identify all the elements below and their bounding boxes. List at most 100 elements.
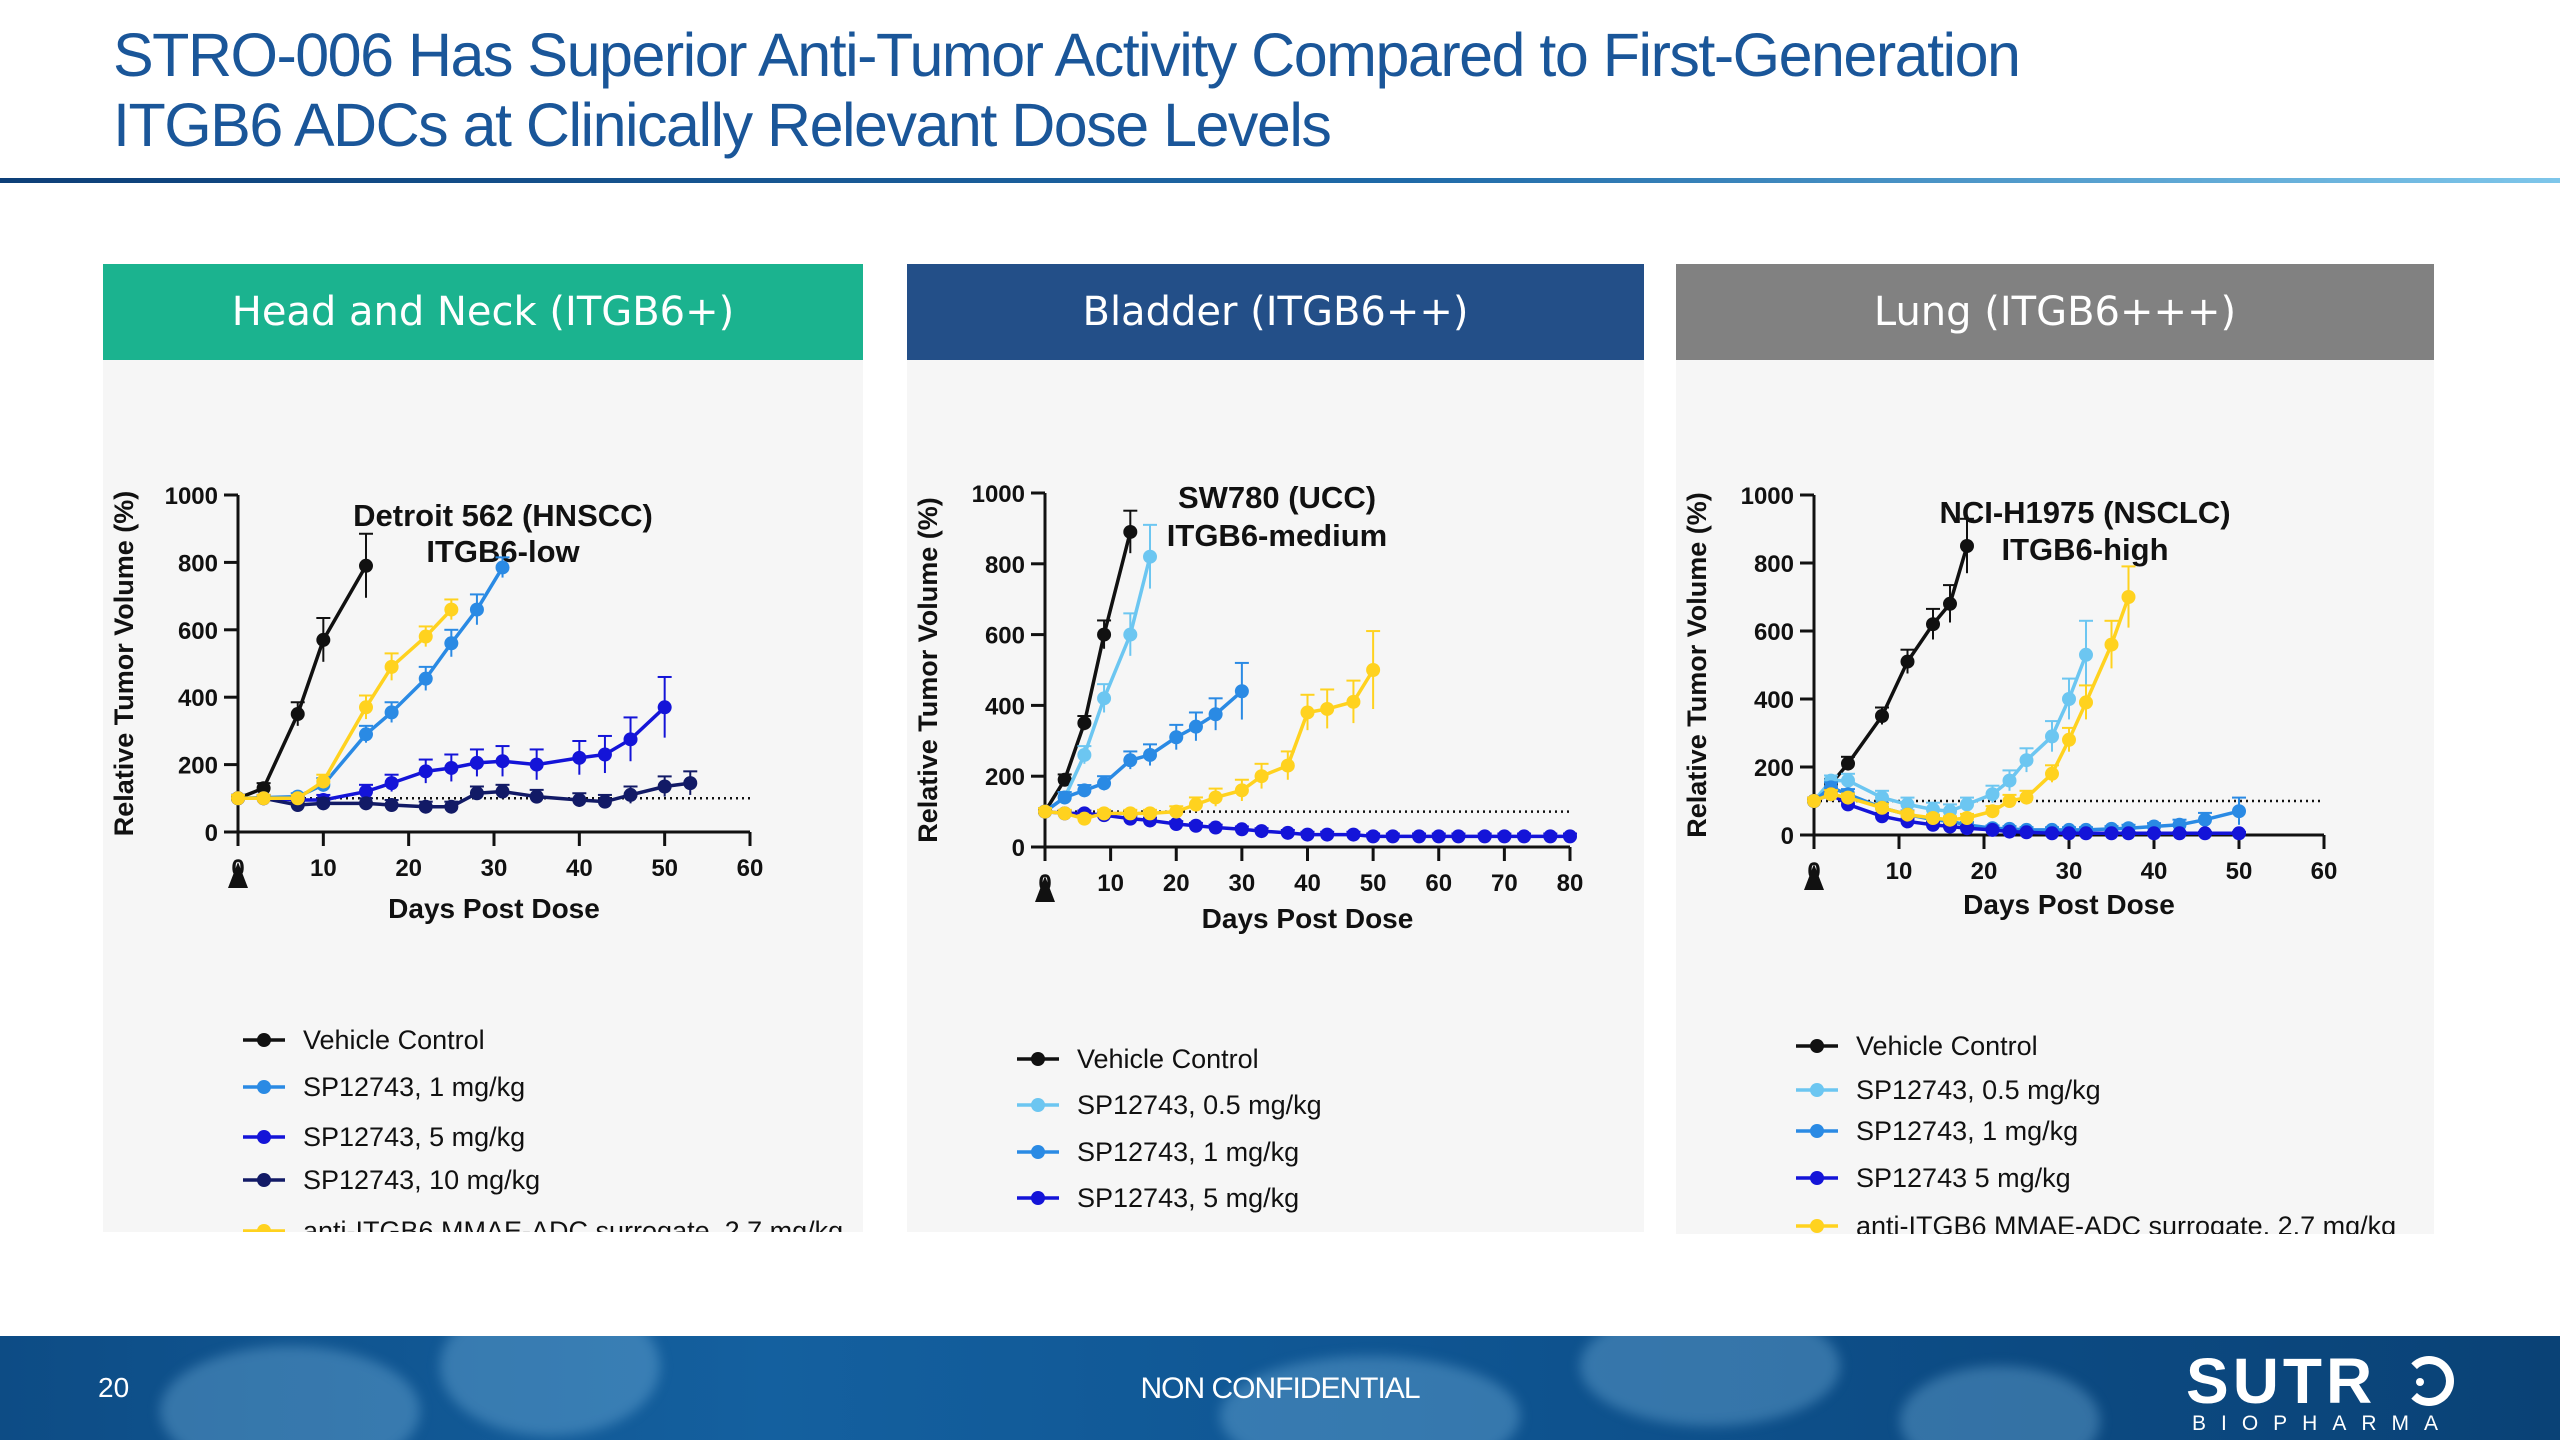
data-point <box>2019 753 2034 768</box>
data-point <box>359 700 373 715</box>
data-point <box>316 774 331 789</box>
data-point <box>1807 794 1821 808</box>
legend-label: SP12743, 5 mg/kg <box>303 1122 525 1152</box>
data-point <box>384 798 399 813</box>
data-point <box>2002 824 2017 839</box>
data-point <box>1077 811 1092 826</box>
data-point <box>1875 800 1889 815</box>
legend-label: SP12743, 1 mg/kg <box>1077 1137 1299 1167</box>
x-tick-label: 70 <box>1491 870 1518 897</box>
data-point <box>529 789 544 804</box>
data-point <box>1431 829 1446 844</box>
data-point <box>1169 804 1184 819</box>
data-point <box>1188 818 1203 833</box>
x-tick-label: 20 <box>1971 858 1998 885</box>
series-line <box>237 566 505 801</box>
data-point <box>1943 812 1957 827</box>
panel-header-bladder: Bladder (ITGB6++) <box>907 264 1644 360</box>
legend-label: SP12743 5 mg/kg <box>1856 1163 2071 1193</box>
chart-subtitle: ITGB6-high <box>2001 532 2168 567</box>
panel-header-lung: Lung (ITGB6+++) <box>1676 264 2434 360</box>
legend-label: Vehicle Control <box>303 1025 485 1055</box>
data-point <box>1077 716 1092 731</box>
data-point <box>2019 825 2034 840</box>
data-point <box>1900 654 1915 669</box>
data-point <box>384 705 399 720</box>
data-point <box>384 776 399 791</box>
x-tick-label: 50 <box>2226 858 2253 885</box>
data-point <box>623 732 638 747</box>
series-line <box>1044 669 1375 821</box>
y-axis-label: Relative Tumor Volume (%) <box>1682 492 1712 838</box>
data-point <box>2232 826 2246 841</box>
data-point <box>1300 705 1315 720</box>
data-point <box>444 602 459 617</box>
data-point <box>1208 820 1223 835</box>
y-tick-label: 800 <box>178 550 218 577</box>
data-point <box>1841 790 1855 805</box>
data-point <box>495 754 510 769</box>
data-point <box>1097 627 1112 642</box>
panel-head-and-neck: Head and Neck (ITGB6+) Detroit 562 (HNSC… <box>103 264 863 1232</box>
data-point <box>1477 829 1492 844</box>
data-point <box>2002 794 2017 808</box>
data-point <box>1366 829 1381 844</box>
data-point <box>1412 829 1427 844</box>
logo-subtext: BIOPHARMA <box>2192 1412 2454 1435</box>
chart-subtitle: ITGB6-medium <box>1167 518 1387 553</box>
y-tick-label: 200 <box>178 753 218 780</box>
data-point <box>1841 756 1855 771</box>
data-point <box>597 794 612 809</box>
data-point <box>1320 701 1335 716</box>
data-point <box>2147 826 2161 841</box>
data-point <box>359 727 373 742</box>
data-point <box>1077 747 1092 762</box>
y-tick-label: 400 <box>178 685 218 712</box>
series-0 <box>1038 509 1138 819</box>
data-point <box>1169 730 1184 745</box>
chart-sw780: SW780 (UCC)ITGB6-medium 0 200 400 600 800 1000… <box>913 480 1583 1213</box>
data-point <box>623 787 638 802</box>
data-point <box>1169 816 1184 831</box>
x-tick-label: 60 <box>1425 870 1452 897</box>
dosing-arrow-icon <box>228 862 248 888</box>
y-tick-label: 600 <box>178 618 218 645</box>
sutro-logo: SUTR BIOPHARMA <box>2186 1344 2486 1436</box>
data-point <box>418 629 433 644</box>
data-point <box>1123 753 1138 768</box>
data-point <box>1900 807 1915 822</box>
data-point <box>316 632 331 647</box>
panel-bladder: Bladder (ITGB6++) SW780 (UCC) ITGB6-mediu… <box>907 264 1644 1232</box>
series-4 <box>1807 565 2136 827</box>
data-point <box>2045 729 2059 744</box>
data-point <box>469 786 484 801</box>
data-point <box>1841 773 1855 788</box>
data-point <box>256 791 271 806</box>
data-point <box>1097 691 1112 706</box>
data-point <box>1346 694 1361 709</box>
x-tick-label: 30 <box>2056 858 2083 885</box>
data-point <box>1097 776 1112 791</box>
legend-marker <box>1810 1083 1824 1097</box>
x-tick-label: 50 <box>1360 870 1387 897</box>
data-point <box>359 558 373 573</box>
data-point <box>2104 637 2119 652</box>
data-point <box>418 671 433 686</box>
x-tick-label: 20 <box>395 855 422 882</box>
data-point <box>657 700 672 715</box>
footer-bar: 20 NON CONFIDENTIAL SUTR BIOPHARMA <box>0 1336 2560 1440</box>
data-point <box>2019 790 2034 805</box>
data-point <box>1077 783 1092 798</box>
legend-label: SP12743, 0.5 mg/kg <box>1856 1075 2101 1105</box>
legend-label: anti-ITGB6 MMAE-ADC surrogate, 2.7 mg/kg <box>303 1216 843 1232</box>
data-point <box>2062 732 2076 747</box>
data-point <box>1497 829 1512 844</box>
y-tick-label: 0 <box>205 820 218 847</box>
legend-label: Vehicle Control <box>1856 1031 2038 1061</box>
y-tick-label: 1000 <box>972 481 1025 508</box>
y-tick-label: 400 <box>985 693 1025 720</box>
series-line <box>1043 689 1244 814</box>
data-point <box>1143 806 1157 821</box>
y-tick-label: 600 <box>1754 619 1794 646</box>
data-point <box>1960 811 1974 825</box>
